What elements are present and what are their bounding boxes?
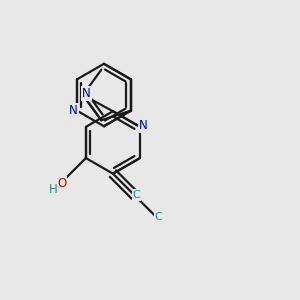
Text: O: O bbox=[57, 177, 66, 190]
Text: N: N bbox=[139, 119, 148, 133]
Text: C: C bbox=[133, 190, 140, 200]
Text: C: C bbox=[155, 212, 162, 222]
Text: N: N bbox=[69, 104, 78, 117]
Text: H: H bbox=[49, 182, 58, 196]
Text: N: N bbox=[82, 87, 91, 100]
